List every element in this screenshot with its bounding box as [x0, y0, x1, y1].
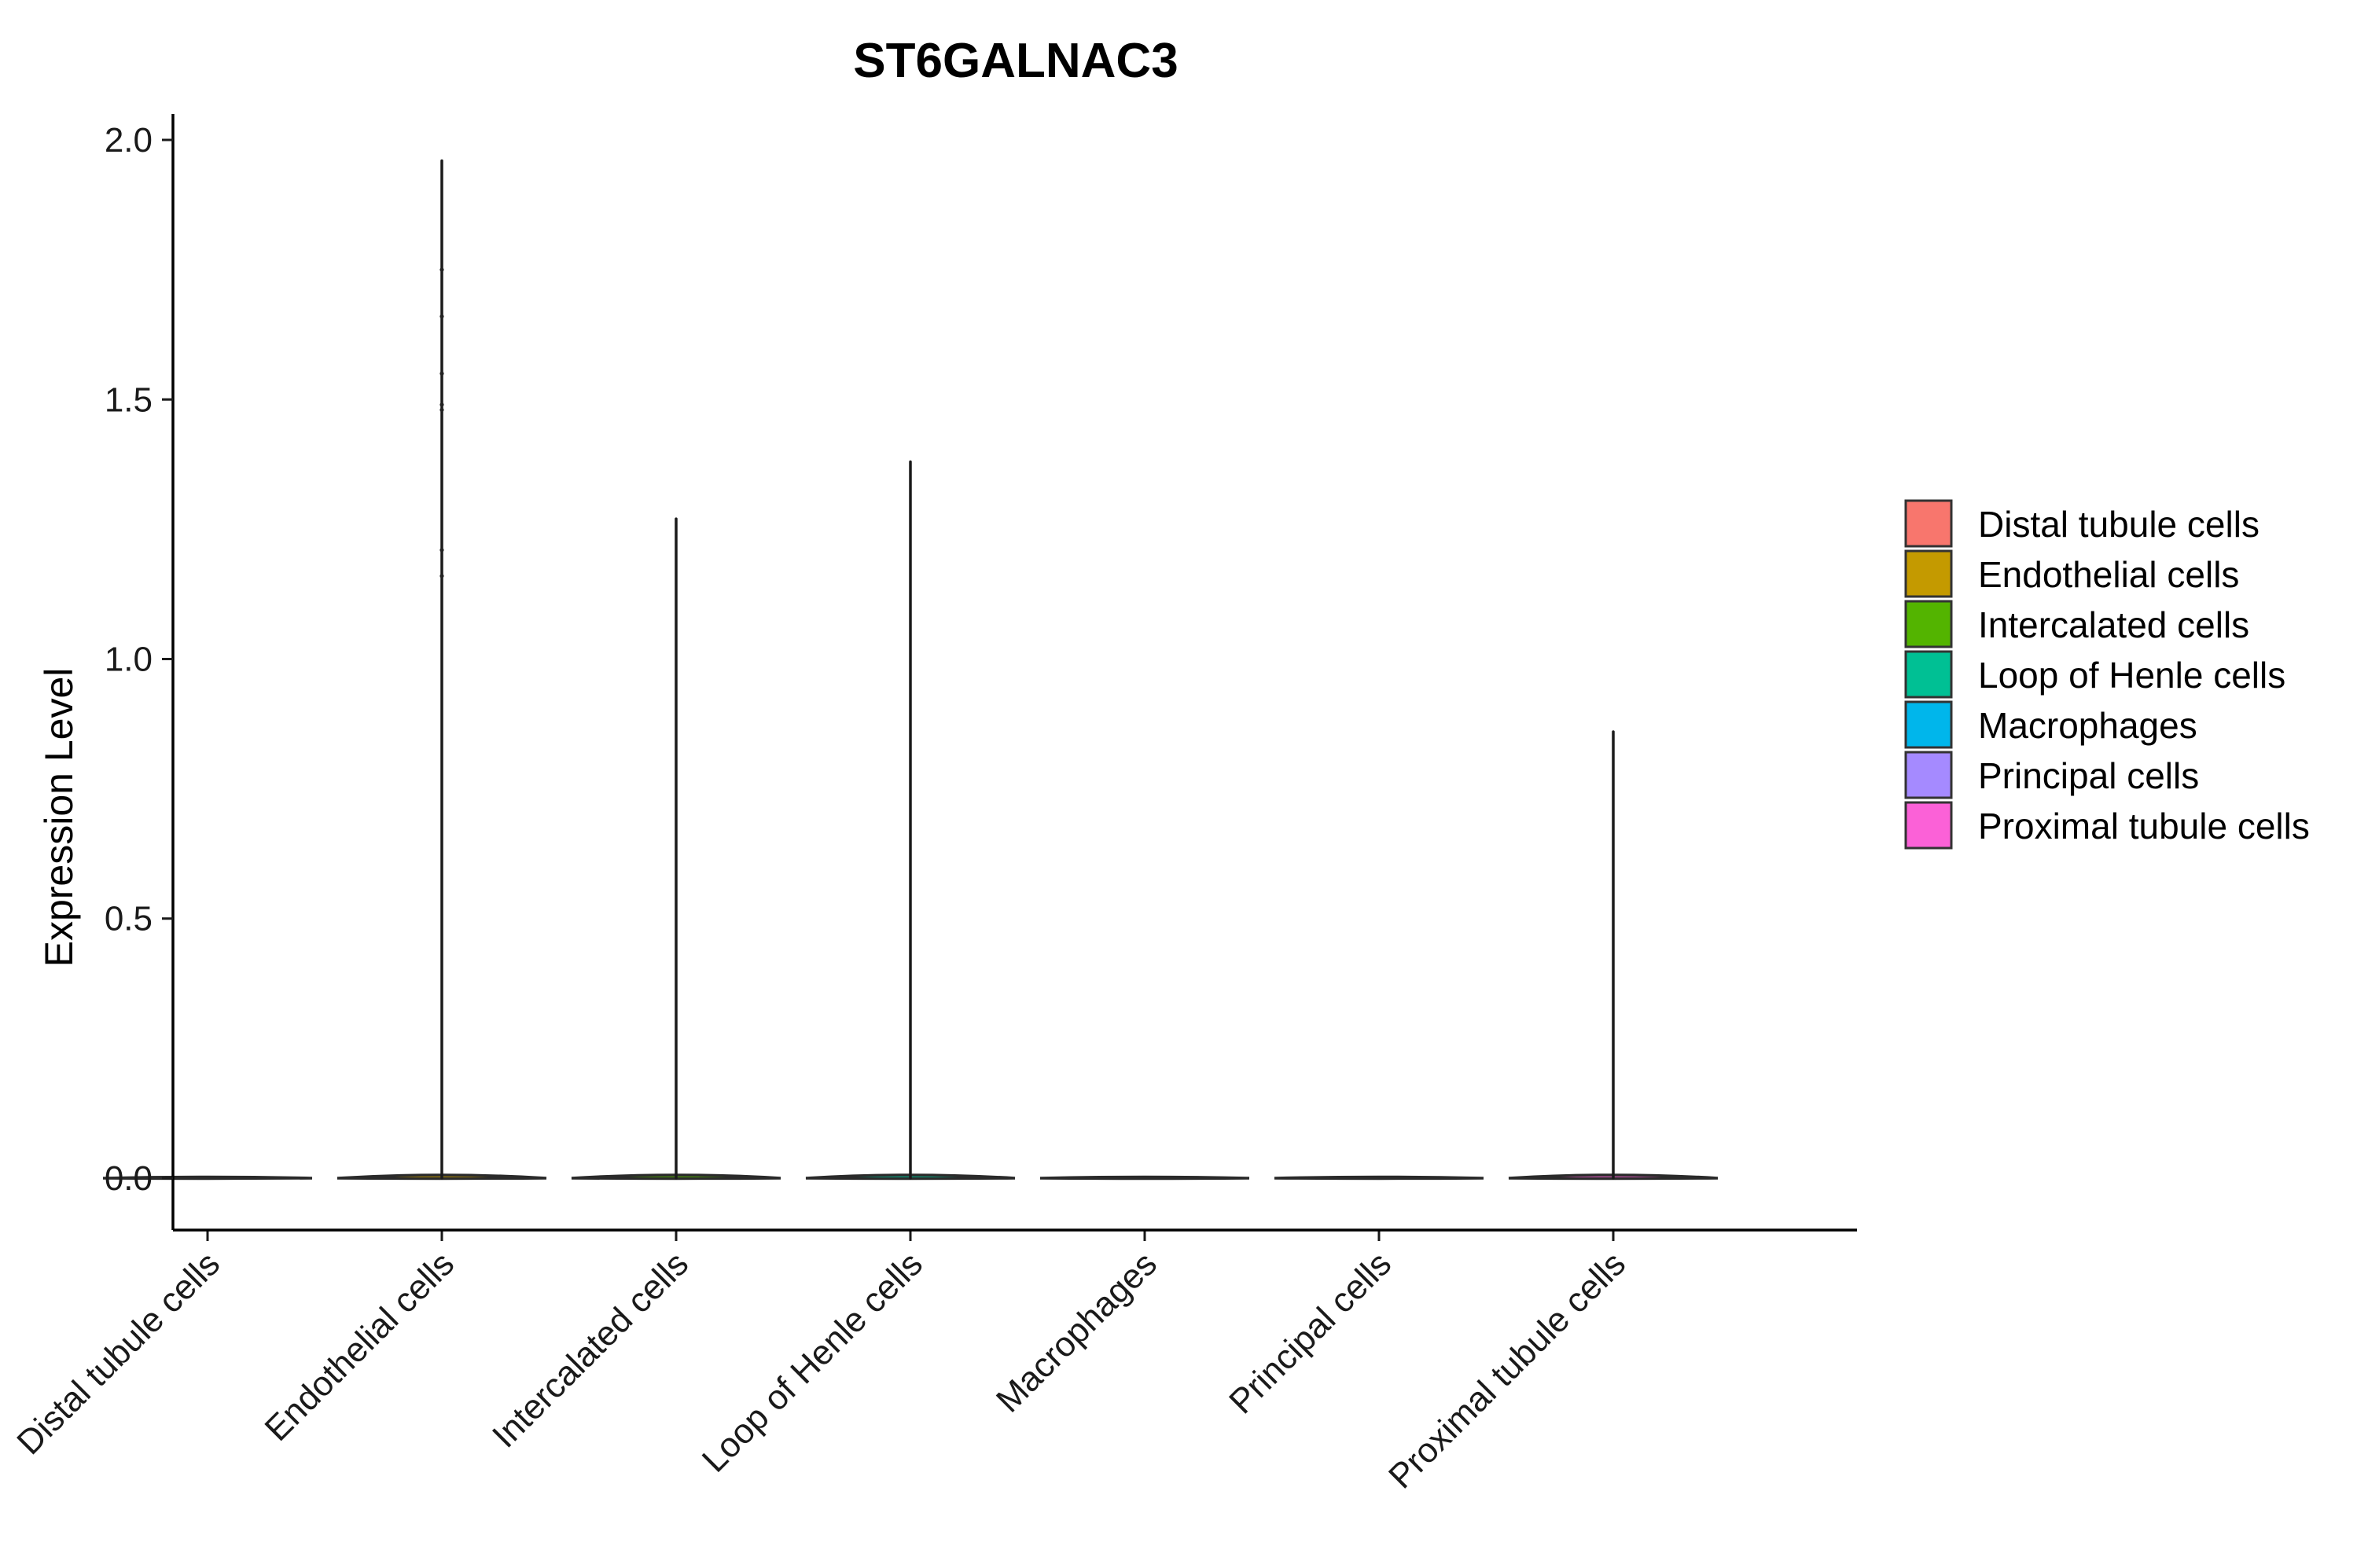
y-tick-label-4: 2.0 — [105, 121, 153, 160]
legend-swatch-intercalated-cells — [1904, 600, 1953, 648]
legend-swatch-macrophages — [1904, 700, 1953, 749]
legend-swatch-distal-tubule-cells — [1904, 499, 1953, 548]
legend-swatch-principal-cells — [1904, 751, 1953, 799]
y-tick-label-2: 1.0 — [105, 640, 153, 678]
x-tick-label-macrophages: Macrophages — [989, 1244, 1164, 1419]
legend-label-principal-cells: Principal cells — [1978, 755, 2199, 796]
x-tick-label-principal-cells: Principal cells — [1222, 1244, 1399, 1421]
x-tick-label-distal-tubule-cells: Distal tubule cells — [9, 1244, 227, 1462]
violin-principal-cells — [1274, 1175, 1484, 1181]
axes-layer: Distal tubule cells Endothelial cells Inte… — [9, 114, 1857, 1496]
data-point-endothelial-cells-1 — [439, 314, 444, 319]
data-point-endothelial-cells-6 — [439, 574, 444, 578]
data-point-endothelial-cells-3 — [439, 402, 444, 407]
y-axis-label: Expression Level — [37, 668, 81, 968]
legend: Distal tubule cells Endothelial cells Inte… — [1904, 499, 2310, 850]
legend-swatch-loop-of-henle-cells — [1904, 650, 1953, 699]
data-point-endothelial-cells-0 — [439, 267, 444, 272]
x-tick-label-endothelial-cells: Endothelial cells — [258, 1244, 461, 1448]
y-tick-label-1: 0.5 — [105, 900, 153, 938]
legend-swatch-proximal-tubule-cells — [1904, 801, 1953, 850]
x-tick-label-proximal-tubule-cells: Proximal tubule cells — [1381, 1244, 1633, 1496]
violin-layer — [102, 159, 1719, 1181]
legend-swatch-endothelial-cells — [1904, 549, 1953, 598]
legend-label-distal-tubule-cells: Distal tubule cells — [1978, 504, 2260, 545]
legend-label-endothelial-cells: Endothelial cells — [1978, 554, 2239, 595]
y-tick-label-3: 1.5 — [105, 380, 153, 419]
violin-macrophages — [1039, 1175, 1250, 1181]
y-tick-label-0: 0.0 — [105, 1159, 153, 1198]
x-tick-label-intercalated-cells: Intercalated cells — [485, 1244, 696, 1455]
legend-label-proximal-tubule-cells: Proximal tubule cells — [1978, 806, 2310, 846]
chart-title: ST6GALNAC3 — [853, 34, 1178, 88]
x-tick-label-loop-of-henle-cells: Loop of Henle cells — [695, 1244, 930, 1479]
legend-label-macrophages: Macrophages — [1978, 705, 2197, 746]
data-point-endothelial-cells-4 — [439, 407, 444, 413]
data-point-endothelial-cells-2 — [439, 371, 444, 376]
legend-label-loop-of-henle-cells: Loop of Henle cells — [1978, 655, 2285, 696]
legend-label-intercalated-cells: Intercalated cells — [1978, 604, 2249, 645]
data-point-endothelial-cells-5 — [439, 548, 444, 553]
